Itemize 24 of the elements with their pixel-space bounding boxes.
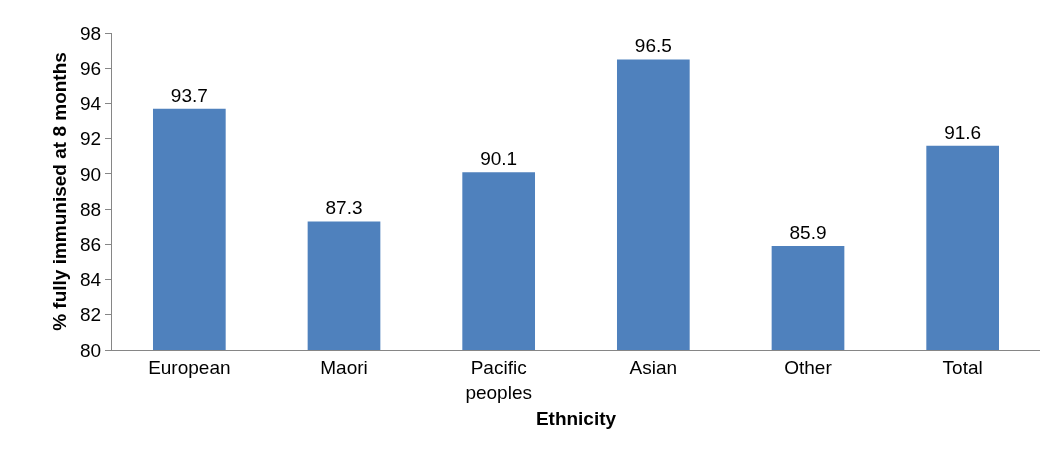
x-tick-label: Other <box>784 356 833 378</box>
y-tick-label: 90 <box>80 163 102 185</box>
data-label: 93.7 <box>170 84 208 106</box>
data-label: 91.6 <box>944 121 982 143</box>
x-tick-label: European <box>148 356 231 378</box>
y-tick-label: 94 <box>80 93 102 115</box>
y-axis-title: % fully immunised at 8 months <box>48 52 70 331</box>
y-tick-label: 98 <box>80 22 102 44</box>
x-axis-title: Ethnicity <box>535 408 617 430</box>
y-tick-label: 88 <box>80 198 102 220</box>
data-label: 85.9 <box>789 222 827 244</box>
y-tick-label: 92 <box>80 128 102 150</box>
x-tick-label: Total <box>942 356 983 378</box>
x-tick-label: Pacific peoples <box>465 356 532 403</box>
y-tick-label: 86 <box>80 233 102 255</box>
y-tick-label: 80 <box>80 339 102 361</box>
x-tick-label: Maori <box>320 356 368 378</box>
y-tick-label: 84 <box>80 269 102 291</box>
x-tick-label: Asian <box>629 356 678 378</box>
data-label: 87.3 <box>325 197 363 219</box>
y-tick-label: 96 <box>80 57 102 79</box>
data-label: 96.5 <box>634 35 672 57</box>
y-tick-label: 82 <box>80 304 102 326</box>
data-label: 90.1 <box>480 148 518 170</box>
